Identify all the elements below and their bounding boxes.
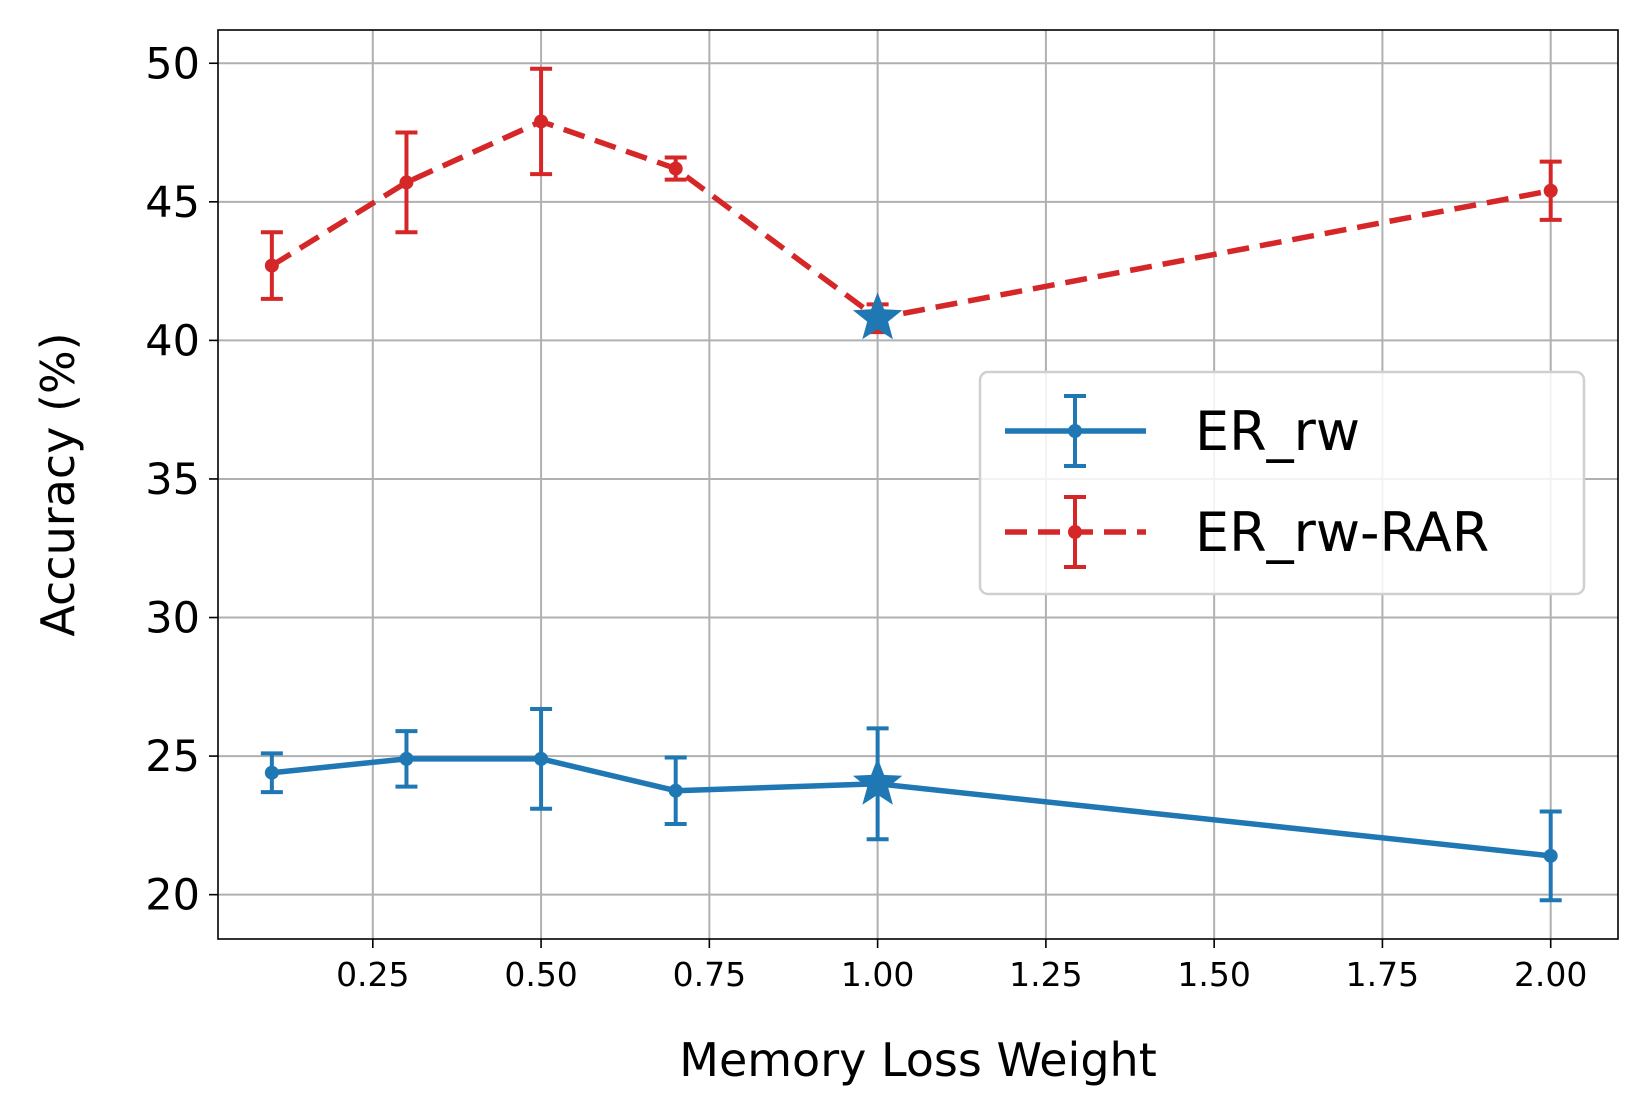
x-tick-label: 1.25: [1009, 955, 1082, 994]
legend-label: ER_rw: [1195, 400, 1360, 463]
y-tick-label: 45: [145, 178, 200, 228]
data-point: [534, 751, 549, 766]
legend-entry-ER_rw: ER_rw: [1005, 394, 1360, 468]
x-tick-label: 1.75: [1346, 955, 1419, 994]
highlight-star-marker: [852, 757, 903, 805]
highlight-star-marker: [852, 292, 903, 340]
legend-box: [978, 370, 1586, 596]
y-axis-label: Accuracy (%): [31, 332, 85, 636]
data-point: [264, 765, 279, 780]
ticks: 0.25 0.50 0.75 1.00 1.25 1.50 1.75 2.00 20 25 30 35…: [145, 39, 1587, 994]
x-tick-label: 0.75: [673, 955, 746, 994]
series-ER_rw: [260, 706, 1562, 903]
plot-frame: [217, 29, 1619, 940]
x-tick-label: 1.50: [1177, 955, 1250, 994]
legend-entry-ER_rw-RAR: ER_rw-RAR: [1005, 495, 1489, 569]
y-tick-label: 30: [145, 594, 200, 644]
data-point: [399, 751, 414, 766]
legend-label: ER_rw-RAR: [1195, 501, 1489, 564]
y-tick-label: 50: [145, 39, 200, 89]
data-point: [264, 258, 279, 273]
data-point: [1543, 183, 1558, 198]
x-tick-label: 2.00: [1514, 955, 1587, 994]
x-axis-label: Memory Loss Weight: [679, 1033, 1156, 1087]
legend-marker: [1068, 525, 1082, 539]
x-tick-label: 0.50: [504, 955, 577, 994]
series-line: [271, 756, 1551, 859]
y-tick-label: 25: [145, 732, 200, 782]
data-point: [668, 783, 683, 798]
y-tick-label: 35: [145, 455, 200, 505]
series-layer: [260, 66, 1562, 903]
data-point: [1543, 848, 1558, 863]
x-tick-label: 0.25: [336, 955, 409, 994]
x-tick-label: 1.00: [841, 955, 914, 994]
legend: ER_rw ER_rw-RAR: [978, 370, 1586, 596]
y-tick-label: 40: [145, 316, 200, 366]
data-point: [534, 114, 549, 129]
data-point: [399, 175, 414, 190]
data-point: [668, 161, 683, 176]
y-tick-label: 20: [145, 871, 200, 921]
legend-marker: [1068, 424, 1082, 438]
series-line: [270, 118, 1552, 321]
